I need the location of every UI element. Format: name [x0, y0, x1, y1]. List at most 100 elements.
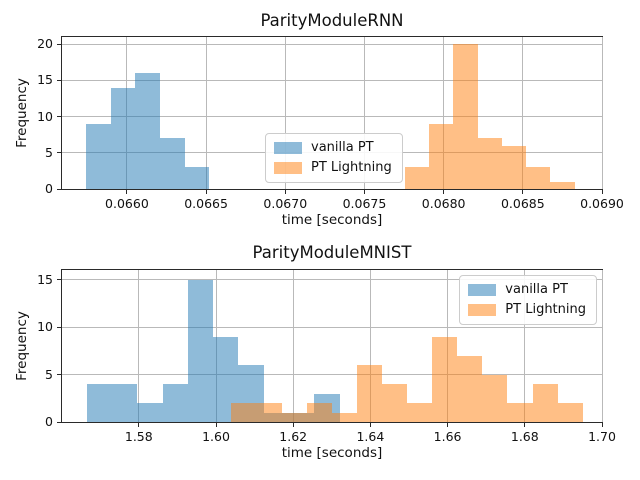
plot-area-rnn: vanilla PT PT Lightning	[61, 36, 603, 190]
gridline-horizontal	[62, 79, 602, 81]
histogram-bar-vanilla-pt	[135, 73, 161, 189]
y-tick-mark	[57, 79, 61, 81]
histogram-bar-pt-lightning	[231, 403, 257, 422]
histogram-bar-pt-lightning	[256, 403, 282, 422]
legend-label-vanilla-pt: vanilla PT	[505, 282, 568, 297]
legend-rnn: vanilla PT PT Lightning	[265, 133, 403, 183]
histogram-bar-vanilla-pt	[111, 384, 138, 422]
x-tick-label: 1.58	[124, 429, 153, 444]
histogram-bar-pt-lightning	[281, 412, 307, 422]
x-tick-label: 1.64	[356, 429, 385, 444]
legend-label-pt-lightning: PT Lightning	[505, 302, 586, 317]
plot-title-mnist: ParityModuleMNIST	[252, 243, 412, 262]
y-tick-label: 0	[45, 181, 53, 196]
gridline-horizontal	[62, 326, 602, 328]
legend-mnist: vanilla PT PT Lightning	[459, 275, 597, 325]
x-tick-mark	[369, 423, 371, 427]
legend-label-vanilla-pt: vanilla PT	[311, 140, 374, 155]
x-tick-mark	[138, 423, 140, 427]
gridline-vertical	[524, 270, 526, 422]
y-tick-label: 15	[37, 72, 53, 88]
gridline-vertical	[443, 37, 445, 189]
y-tick-mark	[57, 43, 61, 45]
gridline-vertical	[138, 270, 140, 422]
gridline-horizontal	[62, 374, 602, 375]
histogram-bar-vanilla-pt	[110, 87, 136, 189]
x-tick-mark	[522, 190, 524, 194]
y-tick-label: 0	[45, 414, 53, 429]
gridline-vertical	[601, 37, 603, 189]
histogram-bar-pt-lightning	[407, 403, 433, 422]
x-tick-label: 0.0685	[500, 196, 545, 211]
x-tick-mark	[443, 190, 445, 194]
histogram-bar-pt-lightning	[501, 145, 527, 189]
x-tick-label: 0.0660	[105, 196, 149, 211]
histogram-bar-pt-lightning	[477, 138, 502, 189]
x-tick-label: 1.68	[510, 429, 539, 444]
x-tick-label: 0.0670	[263, 196, 308, 211]
gridline-horizontal	[62, 43, 602, 45]
plot-area-mnist: vanilla PT PT Lightning	[61, 269, 603, 423]
legend-label-pt-lightning: PT Lightning	[311, 160, 392, 175]
x-tick-mark	[524, 423, 526, 427]
y-tick-mark	[57, 188, 61, 190]
gridline-vertical	[601, 270, 603, 422]
histogram-bar-pt-lightning	[356, 365, 382, 422]
histogram-bar-pt-lightning	[331, 412, 357, 422]
histogram-bar-vanilla-pt	[187, 279, 214, 422]
histogram-bar-vanilla-pt	[162, 384, 188, 422]
x-tick-mark	[601, 190, 603, 194]
legend-swatch-pt-lightning	[468, 304, 497, 316]
x-tick-label: 0.0680	[421, 196, 466, 211]
x-tick-mark	[447, 423, 449, 427]
histogram-bar-vanilla-pt	[160, 138, 185, 189]
y-tick-label: 10	[37, 108, 53, 124]
x-tick-label: 0.0690	[580, 196, 624, 211]
histogram-bar-pt-lightning	[429, 123, 454, 189]
y-tick-mark	[57, 374, 61, 375]
x-tick-mark	[126, 190, 128, 194]
legend-swatch-vanilla-pt	[274, 142, 302, 154]
legend-swatch-pt-lightning	[274, 162, 302, 174]
x-tick-label: 1.60	[202, 429, 230, 444]
gridline-horizontal	[62, 116, 602, 118]
x-tick-mark	[292, 423, 294, 427]
x-axis-label-mnist: time [seconds]	[281, 445, 383, 461]
histogram-bar-pt-lightning	[557, 403, 583, 422]
legend-entry-pt-lightning: PT Lightning	[468, 302, 586, 318]
x-tick-mark	[363, 190, 365, 194]
histogram-bar-pt-lightning	[457, 355, 483, 422]
histogram-bar-vanilla-pt	[86, 384, 112, 422]
histogram-bar-pt-lightning	[306, 403, 332, 422]
histogram-bar-vanilla-pt	[137, 403, 163, 422]
gridline-vertical	[522, 37, 524, 189]
x-tick-label: 1.62	[279, 429, 308, 444]
x-tick-mark	[215, 423, 217, 427]
gridline-vertical	[369, 270, 371, 422]
y-tick-label: 20	[37, 36, 53, 52]
legend-swatch-vanilla-pt	[468, 284, 497, 296]
y-tick-label: 5	[45, 144, 53, 160]
legend-entry-vanilla-pt: vanilla PT	[274, 140, 392, 156]
histogram-bar-pt-lightning	[405, 167, 430, 189]
gridline-vertical	[205, 37, 207, 189]
y-tick-label: 10	[37, 319, 53, 334]
x-tick-label: 1.70	[588, 429, 616, 444]
legend-entry-pt-lightning: PT Lightning	[274, 160, 392, 176]
histogram-bar-pt-lightning	[507, 403, 533, 422]
gridline-vertical	[292, 270, 294, 422]
histogram-bar-pt-lightning	[550, 181, 575, 189]
x-tick-label: 0.0675	[342, 196, 387, 211]
x-tick-mark	[601, 423, 603, 427]
histogram-bar-pt-lightning	[532, 384, 558, 422]
y-tick-label: 15	[37, 271, 53, 287]
x-tick-mark	[284, 190, 286, 194]
y-tick-mark	[57, 279, 61, 280]
x-tick-label: 1.66	[433, 429, 462, 444]
gridline-horizontal	[62, 279, 602, 280]
y-tick-mark	[57, 421, 61, 423]
legend-entry-vanilla-pt: vanilla PT	[468, 282, 586, 298]
x-tick-mark	[205, 190, 207, 194]
histogram-bar-pt-lightning	[526, 167, 551, 189]
